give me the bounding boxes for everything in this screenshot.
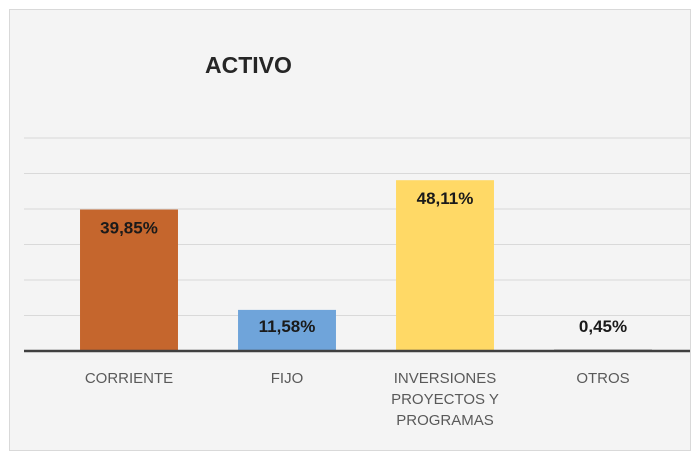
x-tick-label: CORRIENTE [84, 370, 174, 387]
chart-title: ACTIVO [205, 52, 292, 78]
x-tick-label: FIJO [270, 370, 304, 387]
bar [80, 209, 178, 351]
data-label: 39,85% [100, 219, 158, 238]
x-tick-label: INVERSIONES PROYECTOS Y PROGRAMAS [391, 370, 499, 429]
data-label: 48,11% [417, 189, 474, 208]
x-tick-label: OTROS [576, 370, 630, 387]
bar [238, 309, 336, 351]
data-label: 0,45% [579, 317, 627, 336]
bar [396, 180, 494, 351]
data-label: 11,58% [259, 317, 316, 336]
